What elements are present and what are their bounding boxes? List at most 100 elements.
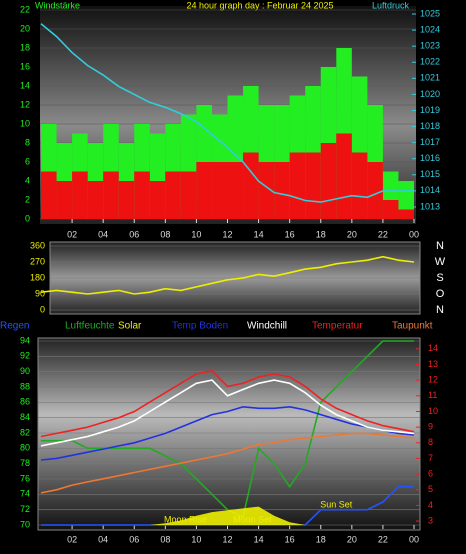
bar	[118, 181, 135, 219]
y-tick-label: 180	[30, 272, 45, 282]
y2-tick-label: 1016	[420, 153, 440, 163]
y-tick-label: 10	[20, 118, 30, 128]
bar	[258, 162, 275, 219]
legend-entry: Taupunkt	[392, 321, 433, 332]
y2-axis-label: Luftdruck	[372, 0, 410, 10]
x-tick-label: 02	[67, 229, 77, 239]
y2-tick-label: 1015	[420, 169, 440, 179]
x-tick-label: 18	[316, 534, 326, 544]
x-tick-label: 12	[222, 534, 232, 544]
bar	[72, 171, 88, 219]
y-tick-label: 80	[20, 443, 30, 453]
y2-tick-label: 1024	[420, 24, 440, 34]
legend-entry: Regen	[0, 321, 29, 332]
x-tick-label: 06	[129, 229, 139, 239]
y-tick-label: 22	[20, 4, 30, 14]
y2-tick-label: 12	[428, 375, 438, 385]
bar	[165, 171, 181, 219]
bar	[305, 152, 321, 219]
y-tick-label: 90	[20, 366, 30, 376]
y-tick-label: 4	[25, 175, 30, 185]
annotation: Moon Set	[233, 514, 272, 524]
y-tick-label: 6	[25, 156, 30, 166]
bar	[398, 209, 414, 219]
bar	[87, 181, 104, 219]
direction-label: S	[436, 272, 443, 284]
y2-tick-label: 11	[428, 390, 437, 400]
x-tick-label: 22	[378, 229, 388, 239]
bar	[149, 181, 166, 219]
bar	[103, 171, 119, 219]
y-tick-label: 0	[40, 304, 45, 314]
direction-label: N	[436, 240, 444, 252]
y-tick-label: 94	[20, 335, 30, 345]
annotation: Sun Set	[320, 499, 353, 509]
legend-entry: Temp Boden	[172, 321, 228, 332]
x-tick-label: 10	[191, 534, 201, 544]
legend-entry: Luftfeuchte	[65, 321, 115, 332]
y-tick-label: 88	[20, 381, 30, 391]
y2-tick-label: 1019	[420, 105, 440, 115]
y2-tick-label: 1018	[420, 121, 440, 131]
direction-label: W	[435, 256, 446, 268]
bar	[336, 133, 352, 219]
y2-tick-label: 1014	[420, 185, 440, 195]
x-tick-label: 20	[347, 534, 357, 544]
y2-tick-label: 1023	[420, 41, 440, 51]
x-tick-label: 16	[285, 229, 295, 239]
y-tick-label: 16	[20, 61, 30, 71]
annotation: Moon Rise	[164, 514, 207, 524]
y2-tick-label: 7	[428, 453, 433, 463]
bar	[211, 162, 228, 219]
y-tick-label: 78	[20, 458, 30, 468]
y-tick-label: 92	[20, 351, 30, 361]
legend-entry: Temperatur	[312, 321, 363, 332]
y-tick-label: 12	[20, 99, 30, 109]
y2-tick-label: 1020	[420, 89, 440, 99]
line	[40, 379, 415, 447]
bar	[196, 162, 212, 219]
bar	[41, 171, 57, 219]
y2-tick-label: 1022	[420, 57, 440, 67]
line	[40, 405, 415, 461]
x-tick-label: 06	[129, 534, 139, 544]
x-tick-label: 20	[347, 229, 357, 239]
bar	[274, 162, 290, 219]
y-tick-label: 70	[20, 519, 30, 529]
y-tick-label: 72	[20, 504, 30, 514]
direction-label: N	[436, 304, 444, 316]
y-tick-label: 0	[25, 213, 30, 223]
y-tick-label: 76	[20, 473, 30, 483]
y2-tick-label: 14	[428, 343, 438, 353]
legend-entry: Windchill	[247, 321, 287, 332]
y-axis-label: Windstärke	[35, 0, 80, 10]
legend-entry: Solar	[118, 321, 142, 332]
line	[40, 255, 415, 295]
y-tick-label: 2	[25, 194, 30, 204]
y2-tick-label: 1017	[420, 137, 440, 147]
y-tick-label: 86	[20, 397, 30, 407]
x-tick-label: 00	[409, 229, 419, 239]
y-tick-label: 360	[30, 240, 45, 250]
x-tick-label: 14	[254, 534, 264, 544]
chart-title: 24 hour graph day : Februar 24 2025	[186, 0, 333, 10]
line	[40, 369, 415, 438]
y-tick-label: 14	[20, 80, 30, 90]
y-tick-label: 82	[20, 427, 30, 437]
y-tick-label: 90	[35, 288, 45, 298]
bar	[320, 143, 337, 219]
x-tick-label: 18	[316, 229, 326, 239]
x-tick-label: 08	[160, 229, 170, 239]
y2-tick-label: 4	[428, 500, 433, 510]
y2-tick-label: 1025	[420, 8, 440, 18]
bar	[227, 162, 244, 219]
y-tick-label: 84	[20, 412, 30, 422]
x-tick-label: 04	[98, 229, 108, 239]
y2-tick-label: 5	[428, 484, 433, 494]
y-tick-label: 18	[20, 42, 30, 52]
line	[40, 432, 415, 494]
x-tick-label: 00	[409, 534, 419, 544]
x-tick-label: 04	[98, 534, 108, 544]
